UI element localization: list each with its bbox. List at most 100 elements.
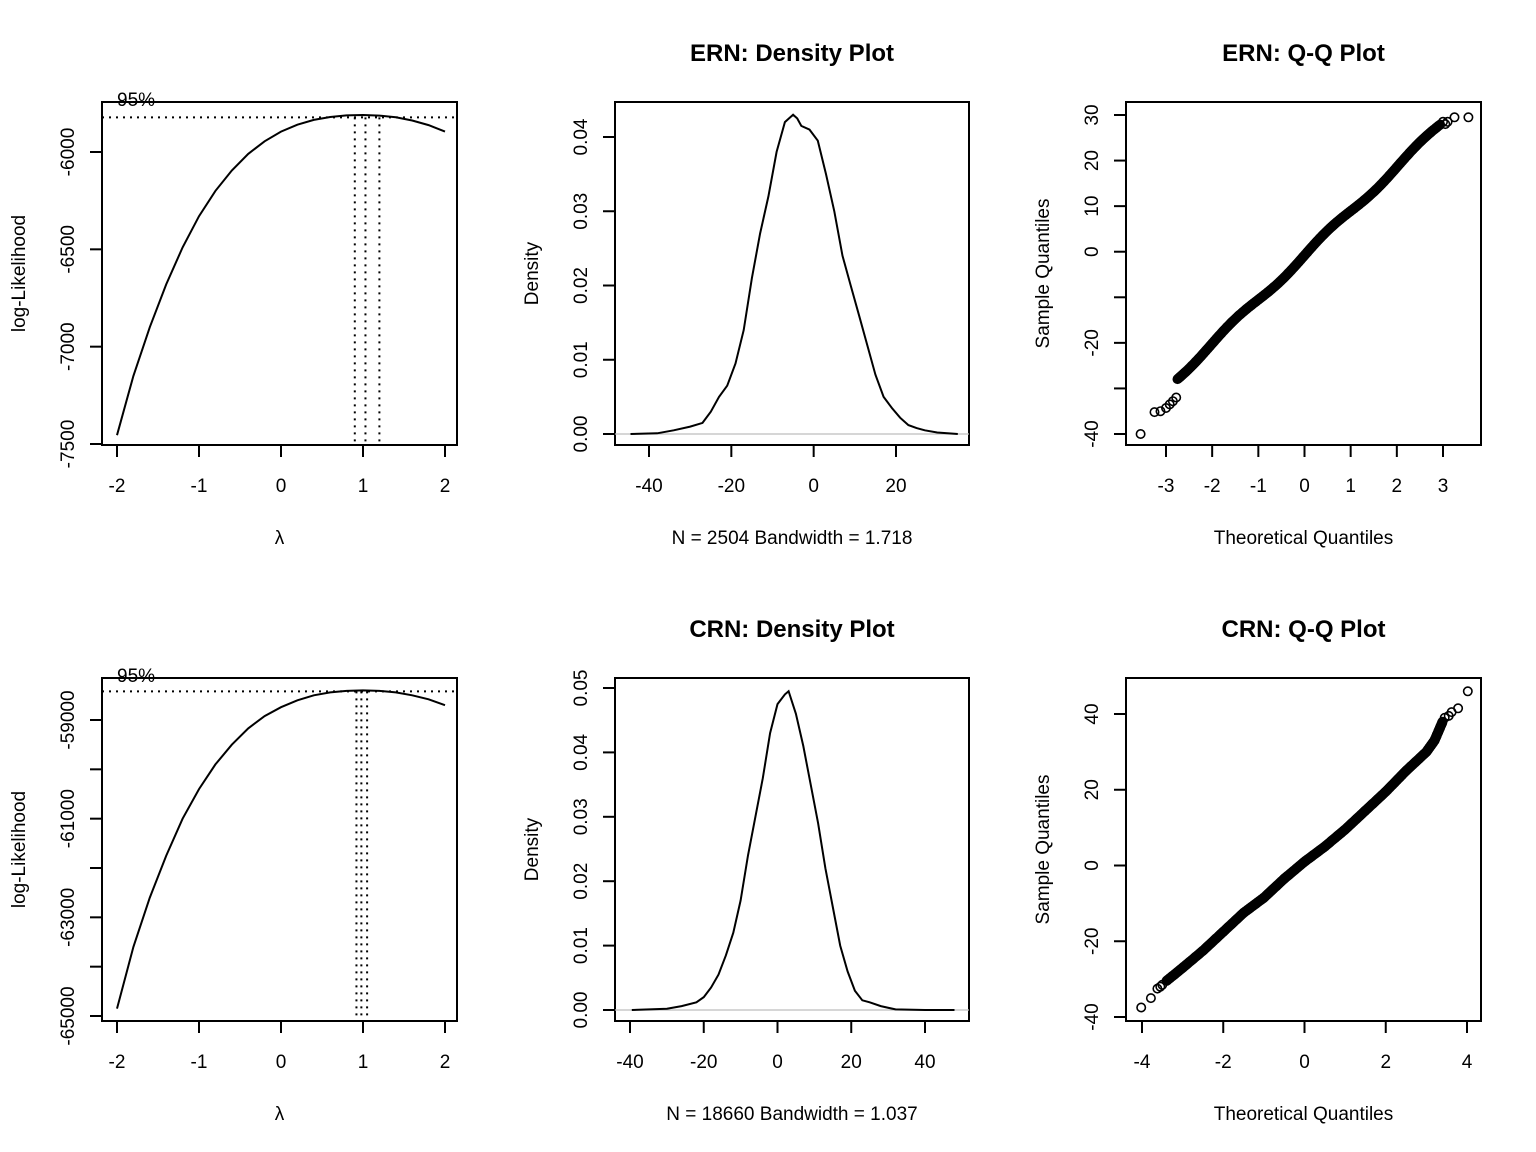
x-tick-label: 3 xyxy=(1438,476,1449,497)
ci-label: 95% xyxy=(117,666,155,687)
x-tick-label: 2 xyxy=(1380,1052,1391,1073)
y-tick-label: 0.04 xyxy=(571,118,592,155)
x-tick-label: 20 xyxy=(841,1052,862,1073)
y-tick-label: 20 xyxy=(1082,150,1103,171)
x-tick-label: -1 xyxy=(1250,476,1267,497)
y-tick-label: -59000 xyxy=(58,690,79,749)
chart-title: CRN: Q-Q Plot xyxy=(1222,616,1386,643)
y-tick-label: 0.00 xyxy=(571,992,592,1029)
y-tick-label: -6000 xyxy=(58,128,79,177)
x-tick-label: 0 xyxy=(276,1052,287,1073)
y-tick-label: 0 xyxy=(1082,860,1103,871)
y-tick-label: -6500 xyxy=(58,225,79,274)
x-axis-label: Theoretical Quantiles xyxy=(1214,1104,1394,1125)
y-tick-label: 0.02 xyxy=(571,863,592,900)
plot-frame xyxy=(101,677,458,1022)
y-tick-label: -20 xyxy=(1082,928,1103,955)
x-tick-label: -3 xyxy=(1158,476,1175,497)
chart-title: ERN: Q-Q Plot xyxy=(1222,40,1385,67)
x-tick-label: -20 xyxy=(690,1052,717,1073)
y-tick-label: 30 xyxy=(1082,104,1103,125)
x-tick-label: -1 xyxy=(191,1052,208,1073)
x-tick-label: 0 xyxy=(1299,476,1310,497)
density-curve xyxy=(631,689,955,1011)
y-tick-label: 20 xyxy=(1082,779,1103,800)
panel-ern-qq: ERN: Q-Q Plot -3 -2 -1 0 1 2 3 -40 -20 0 10 20 30 Theo… xyxy=(1033,40,1482,549)
y-tick-label: 0.03 xyxy=(571,798,592,835)
y-axis-label: Sample Quantiles xyxy=(1033,199,1054,349)
plot-frame xyxy=(101,101,458,446)
x-tick-label: -2 xyxy=(1204,476,1221,497)
y-tick-label: -7000 xyxy=(58,322,79,371)
y-tick-label: -20 xyxy=(1082,329,1103,356)
y-tick-label: 0.05 xyxy=(571,670,592,707)
y-tick-label: -63000 xyxy=(58,888,79,947)
y-axis-label: log-Likelihood xyxy=(9,791,30,908)
x-axis-label: Theoretical Quantiles xyxy=(1214,528,1394,549)
plot-frame xyxy=(614,101,970,446)
x-tick-label: -2 xyxy=(109,476,126,497)
y-tick-label: 0.03 xyxy=(571,193,592,230)
x-tick-label: 40 xyxy=(914,1052,935,1073)
y-tick-label: -40 xyxy=(1082,1003,1103,1030)
x-tick-label: 1 xyxy=(358,476,369,497)
y-axis-label: Sample Quantiles xyxy=(1033,775,1054,925)
y-tick-label: 0.00 xyxy=(571,416,592,453)
x-axis-label: N = 18660 Bandwidth = 1.037 xyxy=(666,1104,917,1125)
y-axis-label: Density xyxy=(522,817,543,881)
qq-point xyxy=(1136,1002,1147,1013)
x-tick-label: -20 xyxy=(718,476,745,497)
x-tick-label: 4 xyxy=(1462,1052,1473,1073)
y-tick-label: -40 xyxy=(1082,420,1103,447)
y-tick-label: -65000 xyxy=(58,986,79,1045)
x-axis-label: λ xyxy=(275,528,285,549)
x-tick-label: 0 xyxy=(772,1052,783,1073)
qq-point xyxy=(1171,392,1182,403)
x-axis-label: N = 2504 Bandwidth = 1.718 xyxy=(672,528,913,549)
y-tick-label: 0.01 xyxy=(571,927,592,964)
y-tick-label: 0.02 xyxy=(571,267,592,304)
x-tick-label: 2 xyxy=(440,1052,451,1073)
y-axis-label: Density xyxy=(522,241,543,305)
qq-point xyxy=(1135,428,1146,439)
x-tick-label: -1 xyxy=(191,476,208,497)
x-tick-label: 2 xyxy=(1392,476,1403,497)
x-tick-label: -2 xyxy=(109,1052,126,1073)
x-tick-label: -4 xyxy=(1134,1052,1151,1073)
qq-point xyxy=(1145,993,1156,1004)
y-tick-label: 0 xyxy=(1082,246,1103,257)
x-tick-label: 2 xyxy=(440,476,451,497)
x-tick-label: -40 xyxy=(616,1052,643,1073)
qq-point xyxy=(1155,406,1166,417)
loglik-curve xyxy=(116,689,446,1009)
density-curve xyxy=(630,113,958,435)
panel-ern-boxcox: -2 -1 0 1 2 -7500 -7000 -6500 -6000 λ log-Likeliho… xyxy=(9,90,458,549)
qq-point xyxy=(1164,399,1175,410)
chart-title: CRN: Density Plot xyxy=(689,616,894,643)
qq-point xyxy=(1462,686,1473,697)
loglik-curve xyxy=(116,113,446,436)
x-tick-label: -40 xyxy=(635,476,662,497)
y-tick-label: 10 xyxy=(1082,196,1103,217)
qq-point xyxy=(1155,981,1166,992)
qq-point xyxy=(1157,979,1168,990)
panel-crn-density: CRN: Density Plot -40 -20 0 20 40 0.00 0.01 0.02… xyxy=(522,616,970,1125)
chart-title: ERN: Density Plot xyxy=(690,40,894,67)
x-tick-label: 20 xyxy=(885,476,906,497)
qq-point xyxy=(1442,116,1453,127)
x-tick-label: 1 xyxy=(1345,476,1356,497)
x-tick-label: 1 xyxy=(358,1052,369,1073)
x-tick-label: 0 xyxy=(808,476,819,497)
qq-point xyxy=(1463,112,1474,123)
y-tick-label: 40 xyxy=(1082,703,1103,724)
qq-point xyxy=(1453,703,1464,714)
ci-label: 95% xyxy=(117,90,155,111)
plot-frame xyxy=(614,677,970,1022)
x-axis-label: λ xyxy=(275,1104,285,1125)
y-tick-label: -61000 xyxy=(58,789,79,848)
qq-point xyxy=(1438,116,1449,127)
qq-point xyxy=(1449,112,1460,123)
y-tick-label: 0.04 xyxy=(571,733,592,770)
qq-point xyxy=(1440,119,1451,130)
